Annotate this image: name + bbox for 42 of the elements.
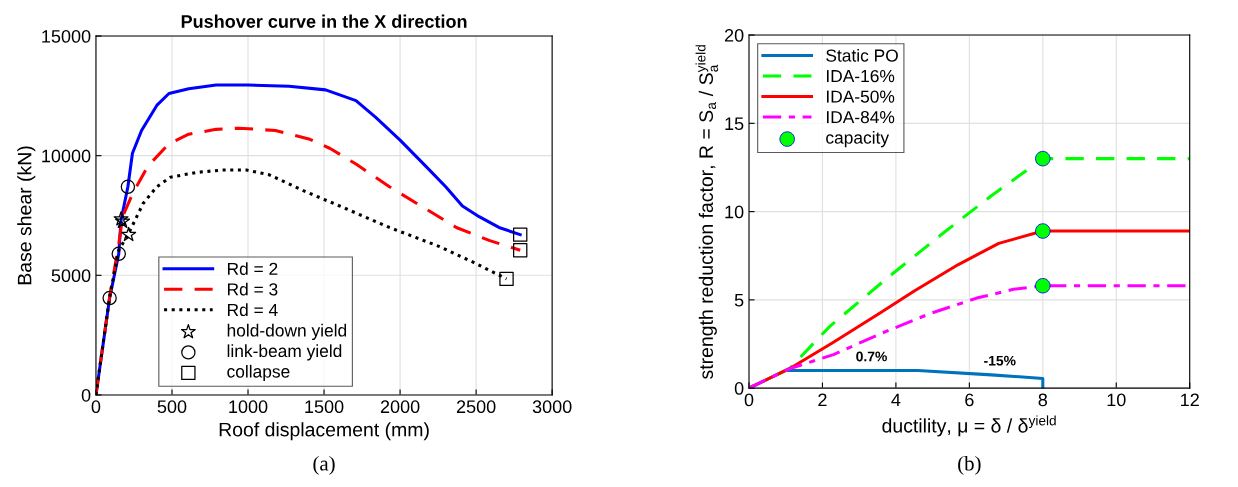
y-axis-title: Base shear (kN) (17, 146, 36, 285)
legend-label: Rd = 2 (227, 262, 278, 276)
legend-label: IDA-16% (826, 69, 895, 83)
x-tick-label: 8 (1038, 393, 1048, 407)
annotation: 0.7% (856, 351, 887, 362)
x-tick-label: 500 (157, 400, 187, 414)
y-tick-label: 15 (725, 117, 744, 131)
legend-label: capacity (826, 131, 890, 148)
x-tick-label: 10 (1107, 393, 1126, 407)
x-tick-label: 3000 (532, 400, 572, 414)
y-tick-label: 5000 (51, 269, 91, 283)
y-tick-label: 20 (724, 29, 744, 42)
legend-label: Static PO (826, 48, 898, 62)
x-tick-label: 0 (744, 393, 754, 407)
legend-label: link-beam yield (227, 344, 342, 361)
x-tick-label: 1500 (305, 400, 344, 414)
x-tick-label: 4 (891, 393, 901, 407)
y-tick-label: 5 (734, 293, 744, 307)
y-tick-label: 15000 (42, 29, 91, 43)
y-tick-label: 0 (734, 382, 744, 395)
y-axis-title: strength reduction factor, R = S$_{a}$ / S$^{yield}$$_{a}$ (695, 45, 719, 379)
y-tick-label: 10000 (42, 149, 91, 163)
x-tick-label: 2000 (380, 400, 420, 414)
legend-label: Rd = 3 (227, 282, 278, 296)
x-axis-title: Roof displacement (mm) (219, 422, 429, 441)
y-tick-label: 10 (725, 205, 744, 219)
legend-label: Rd = 4 (227, 303, 278, 317)
legend-label: collapse (227, 364, 290, 382)
x-tick-label: 6 (965, 393, 974, 407)
text: (a) (313, 455, 335, 475)
x-tick-label: 2 (818, 393, 827, 407)
legend-label: hold-down yield (227, 323, 347, 341)
x-tick-label: 1000 (229, 400, 268, 414)
annotation: -15% (984, 355, 1016, 366)
legend-label: IDA-84% (826, 110, 895, 124)
x-axis-title: ductility, μ = δ / δ$^{yield}$ (882, 415, 1056, 437)
text: (b) (958, 455, 981, 475)
x-tick-label: 2500 (456, 400, 496, 414)
x-tick-label: 12 (1181, 393, 1199, 407)
x-tick-label: 0 (91, 400, 101, 414)
chart-title: Pushover curve in the X direction (181, 14, 467, 28)
legend-label: IDA-50% (826, 90, 895, 103)
